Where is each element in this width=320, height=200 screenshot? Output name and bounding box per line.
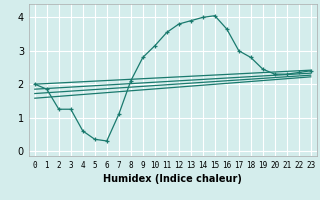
X-axis label: Humidex (Indice chaleur): Humidex (Indice chaleur) bbox=[103, 174, 242, 184]
